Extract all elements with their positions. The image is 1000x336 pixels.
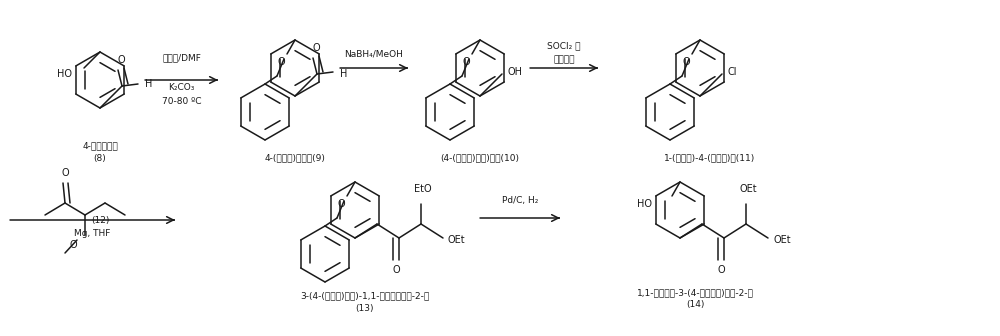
Text: O: O (312, 43, 320, 53)
Text: NaBH₄/MeOH: NaBH₄/MeOH (345, 49, 403, 58)
Text: Pd/C, H₂: Pd/C, H₂ (502, 196, 538, 205)
Text: 苄基氯/DMF: 苄基氯/DMF (162, 53, 201, 62)
Text: O: O (61, 168, 69, 178)
Text: HO: HO (637, 199, 652, 209)
Text: 1,1-二乙氧基-3-(4-羟基苯基)丙烷-2-酮: 1,1-二乙氧基-3-(4-羟基苯基)丙烷-2-酮 (637, 289, 753, 297)
Text: (12): (12) (91, 215, 109, 224)
Text: HO: HO (57, 69, 72, 79)
Text: OEt: OEt (448, 235, 466, 245)
Text: (13): (13) (356, 303, 374, 312)
Text: (4-(苄氧基)苯基)甲醇(10): (4-(苄氧基)苯基)甲醇(10) (440, 154, 520, 163)
Text: O: O (337, 199, 345, 209)
Text: 4-(苄氧基)苯甲醛(9): 4-(苄氧基)苯甲醛(9) (265, 154, 325, 163)
Text: SOCl₂ 或: SOCl₂ 或 (547, 42, 581, 50)
Text: Cl: Cl (728, 67, 738, 77)
Text: 甲磺酰氯: 甲磺酰氯 (553, 55, 575, 65)
Text: O: O (392, 265, 400, 275)
Text: H: H (340, 69, 347, 79)
Text: O: O (69, 240, 77, 250)
Text: OEt: OEt (739, 184, 757, 194)
Text: H: H (145, 79, 152, 89)
Text: O: O (117, 55, 125, 65)
Text: OH: OH (508, 67, 523, 77)
Text: 4-羟基苯甲醛: 4-羟基苯甲醛 (82, 141, 118, 151)
Text: K₂CO₃: K₂CO₃ (168, 84, 195, 92)
Text: Mg, THF: Mg, THF (74, 229, 111, 239)
Text: 70-80 ºC: 70-80 ºC (162, 97, 201, 107)
Text: O: O (717, 265, 725, 275)
Text: OEt: OEt (773, 235, 791, 245)
Text: O: O (277, 57, 285, 67)
Text: 3-(4-(苄氧基)苯基)-1,1-二乙氧基丙烷-2-酮: 3-(4-(苄氧基)苯基)-1,1-二乙氧基丙烷-2-酮 (300, 292, 430, 300)
Text: O: O (682, 57, 690, 67)
Text: EtO: EtO (414, 184, 432, 194)
Text: 1-(苄氧基)-4-(氯甲基)苯(11): 1-(苄氧基)-4-(氯甲基)苯(11) (664, 154, 756, 163)
Text: (14): (14) (686, 300, 704, 309)
Text: (8): (8) (94, 154, 106, 163)
Text: O: O (462, 57, 470, 67)
